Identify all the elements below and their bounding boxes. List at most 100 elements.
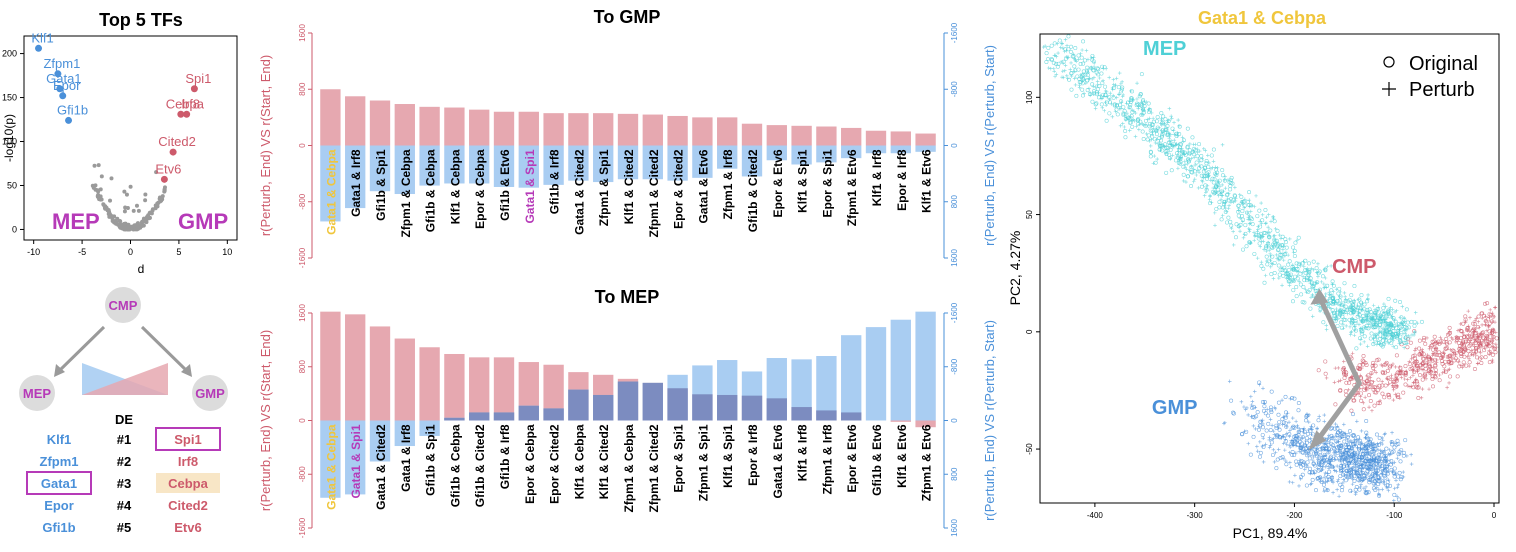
scatter-point-perturb <box>1205 183 1210 188</box>
bar-category-label: Zfpm1 & Spi1 <box>597 149 611 226</box>
scatter-point-original <box>1146 101 1151 106</box>
scatter-point-original <box>1285 271 1290 276</box>
scatter-point-perturb <box>1380 314 1384 318</box>
scatter-point-original <box>1091 68 1096 73</box>
scatter-point-original <box>1388 363 1393 368</box>
mep-node <box>19 375 55 411</box>
scatter-point-original <box>1163 142 1168 147</box>
scatter-point-perturb <box>1308 482 1313 487</box>
scatter-point-perturb <box>1125 111 1129 115</box>
scatter-point-perturb <box>1314 447 1319 452</box>
bar-series2 <box>617 145 639 180</box>
scatter-point-perturb <box>1344 324 1348 328</box>
scatter-point-original <box>1372 334 1377 339</box>
scatter-point-original <box>1372 385 1377 390</box>
scatter-point-perturb <box>1351 454 1356 459</box>
scatter-point-perturb <box>1386 334 1390 338</box>
scatter-point-perturb <box>1356 389 1360 394</box>
scatter-point-original <box>1360 449 1365 454</box>
scatter-point-perturb <box>1411 369 1416 373</box>
scatter-point-original <box>1343 478 1348 483</box>
scatter-point-perturb <box>1352 324 1357 329</box>
bar-series1 <box>543 364 564 421</box>
scatter-point-perturb <box>1322 419 1327 424</box>
scatter-point-perturb <box>1393 381 1397 386</box>
scatter-point-original <box>1076 67 1081 72</box>
scatter-point-perturb <box>1371 303 1376 308</box>
scatter-point-perturb <box>1383 326 1388 331</box>
scatter-point-original <box>1178 141 1183 146</box>
scatter-point-original <box>1185 126 1190 131</box>
scatter-point-perturb <box>1386 329 1391 334</box>
scatter-point-original <box>1430 343 1435 348</box>
bar-category-label: Gfi1b & Cebpa <box>424 149 438 232</box>
bar-series1 <box>593 113 614 146</box>
scatter-point-original <box>1296 408 1301 413</box>
scatter-point-original <box>1114 103 1119 108</box>
scatter-point-perturb <box>1464 347 1469 351</box>
bar-series1 <box>717 117 738 146</box>
scatter-point-perturb <box>1302 467 1307 472</box>
volcano-gray-point <box>134 203 139 208</box>
scatter-point-original <box>1321 320 1326 325</box>
scatter-point-original <box>1291 288 1296 293</box>
scatter-point-original <box>1361 353 1366 358</box>
scatter-point-original <box>1447 353 1452 358</box>
scatter-point-original <box>1213 171 1218 176</box>
de-left-gene-gata1: Gata1 <box>41 476 77 491</box>
scatter-point-perturb <box>1245 406 1249 410</box>
scatter-point-original <box>1264 244 1269 249</box>
scatter-point-perturb <box>1136 106 1140 111</box>
scatter-point-perturb <box>1063 68 1067 73</box>
scatter-point-original <box>1233 194 1238 199</box>
scatter-point-original <box>1374 323 1379 328</box>
scatter-point-original <box>1166 145 1171 150</box>
scatter-point-perturb <box>1487 348 1492 353</box>
scatter-point-original <box>1296 432 1301 437</box>
scatter-point-original <box>1079 75 1084 80</box>
scatter-point-perturb <box>1364 387 1368 392</box>
bar-overlap <box>642 382 663 421</box>
scatter-point-perturb <box>1283 448 1287 452</box>
scatter-point-original <box>1381 334 1386 339</box>
scatter-point-original <box>1075 74 1080 79</box>
scatter-point-perturb <box>1247 221 1252 226</box>
volcano-y-tick-label: 0 <box>12 224 17 234</box>
scatter-x-tick-label: -200 <box>1286 511 1303 520</box>
scatter-point-perturb <box>1343 297 1348 302</box>
scatter-point-original <box>1262 280 1267 285</box>
scatter-point-original <box>1354 470 1359 475</box>
bar-overlap <box>766 398 787 421</box>
bar-right-ylabel: r(Perturb, End) VS r(Perturb, Start) <box>982 320 997 521</box>
scatter-point-perturb <box>1369 316 1374 321</box>
scatter-point-original <box>1211 189 1216 194</box>
scatter-point-original <box>1186 159 1191 164</box>
scatter-point-perturb <box>1342 366 1346 371</box>
scatter-point-original <box>1393 319 1398 324</box>
volcano-gray-point <box>154 170 159 175</box>
scatter-point-original <box>1256 236 1261 241</box>
scatter-point-perturb <box>1365 344 1370 349</box>
scatter-point-perturb <box>1338 308 1343 313</box>
scatter-point-original <box>1129 89 1134 94</box>
scatter-point-perturb <box>1072 76 1077 81</box>
scatter-point-perturb <box>1087 86 1091 91</box>
scatter-point-original <box>1340 456 1345 461</box>
scatter-point-original <box>1463 314 1468 319</box>
scatter-point-original <box>1115 112 1120 117</box>
volcano-gray-point <box>143 198 148 203</box>
scatter-point-perturb <box>1480 323 1484 327</box>
scatter-point-original <box>1364 418 1369 423</box>
scatter-point-perturb <box>1069 61 1073 65</box>
scatter-point-perturb <box>1216 181 1220 186</box>
scatter-point-perturb <box>1328 448 1333 453</box>
scatter-point-perturb <box>1360 301 1365 305</box>
scatter-point-perturb <box>1297 279 1301 284</box>
scatter-point-perturb <box>1272 460 1277 464</box>
bar-series1 <box>444 353 465 421</box>
de-rank-5: #5 <box>117 520 131 535</box>
scatter-point-original <box>1141 110 1146 115</box>
scatter-point-perturb <box>1295 423 1300 428</box>
scatter-point-perturb <box>1489 332 1494 337</box>
